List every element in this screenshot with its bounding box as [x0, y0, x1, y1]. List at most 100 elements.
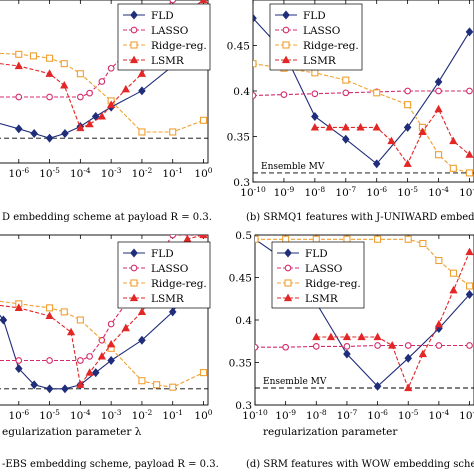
data-point: [61, 129, 69, 138]
legend-entry: FLD: [303, 10, 326, 22]
data-point: [404, 342, 412, 349]
data-point: [282, 235, 290, 243]
data-point: [107, 100, 116, 108]
x-tick-label: 100: [194, 166, 212, 180]
data-point: [199, 235, 208, 239]
x-tick-label: 10-5: [397, 185, 418, 199]
data-point: [465, 247, 474, 256]
data-point: [86, 353, 93, 360]
data-point: [311, 69, 319, 77]
data-point: [434, 77, 443, 87]
data-point: [465, 290, 474, 299]
data-point: [77, 357, 84, 364]
x-tick-label: 100: [194, 408, 212, 422]
data-point: [14, 303, 23, 311]
x-tick-label: 10-7: [335, 185, 356, 199]
legend-entry: LSMR: [305, 293, 339, 305]
legend-entry: Ridge-reg.: [151, 40, 207, 52]
legend-entry: LSMR: [151, 293, 185, 305]
data-point: [356, 122, 365, 131]
data-point: [372, 159, 381, 169]
data-point: [312, 343, 320, 350]
x-tick-label: 10-3: [459, 185, 474, 199]
x-tick-label: 10-6: [8, 408, 29, 422]
legend-swatch-marker: [281, 55, 291, 64]
legend-swatch-marker: [284, 264, 292, 272]
series-line: [253, 90, 470, 97]
chart-panel-c: -710-610-510-410-310-210-1100FLDLASSORid…: [0, 234, 219, 470]
chart-panel-d: 10-10 10-9 10-8 10-7 10-6 10-5 10-4 10-3 0.3 0.35…: [229, 230, 474, 470]
data-point: [85, 119, 94, 128]
series-line: [253, 63, 470, 174]
y-tick-label: 0.4: [235, 315, 252, 327]
data-point: [199, 369, 208, 377]
data-point: [46, 54, 54, 62]
series-lasso: [255, 342, 473, 351]
legend-entry: FLD: [151, 248, 174, 260]
data-point: [373, 332, 382, 341]
legend-entry: FLD: [151, 10, 174, 22]
x-tick-label: 10-10: [240, 185, 266, 199]
data-point: [121, 84, 130, 93]
legend-entry: LASSO: [303, 25, 341, 37]
data-point: [341, 134, 350, 144]
data-point: [403, 122, 412, 132]
series-lsmr: [310, 104, 474, 167]
y-tick-label: 0.4: [233, 86, 250, 98]
figure-caption: (d) SRM features with WOW embedding sche…: [246, 459, 474, 470]
figure-caption: (b) SRMQ1 features with J-UNIWARD embedd: [246, 212, 474, 223]
data-point: [46, 304, 54, 312]
data-point: [374, 235, 382, 243]
data-point: [343, 235, 351, 243]
legend-swatch-marker: [282, 26, 290, 34]
data-point: [341, 122, 350, 131]
x-tick-label: 10-9: [275, 408, 296, 422]
data-point: [121, 323, 130, 332]
data-point: [312, 332, 321, 341]
x-tick-label: 10-8: [306, 408, 327, 422]
data-point: [137, 69, 147, 77]
data-point: [77, 93, 84, 101]
data-point: [310, 122, 319, 131]
data-point: [373, 381, 382, 391]
data-point: [255, 343, 259, 351]
legend-entry: Ridge-reg.: [305, 278, 361, 290]
data-point: [76, 380, 85, 388]
data-point: [0, 315, 8, 325]
data-point: [138, 377, 146, 385]
data-point: [76, 123, 85, 132]
data-point: [387, 136, 396, 145]
data-point: [199, 0, 208, 4]
legend-entry: LASSO: [151, 25, 189, 37]
data-point: [280, 91, 288, 98]
legend-swatch-marker: [130, 279, 138, 287]
data-point: [465, 27, 474, 37]
data-point: [107, 320, 115, 328]
legend-swatch-marker: [283, 293, 293, 302]
x-tick-label: 10-5: [398, 408, 419, 422]
data-point: [66, 327, 76, 336]
legend-entry: LSMR: [151, 55, 185, 67]
data-point: [403, 159, 412, 167]
legend-entry: LSMR: [303, 55, 337, 67]
x-tick-label: 10-8: [305, 185, 326, 199]
data-point: [60, 60, 68, 68]
x-tick-label: 10-1: [162, 166, 183, 180]
legend-swatch-marker: [129, 55, 139, 64]
y-tick-label: 0.35: [227, 132, 250, 144]
ensemble-baseline-label: Ensemble MV: [263, 377, 327, 387]
data-point: [86, 89, 93, 97]
x-tick-label: 10-2: [132, 166, 153, 180]
data-point: [15, 93, 23, 101]
x-tick-label: 10-2: [132, 408, 153, 422]
chart-panel-b: 10-10 10-9 10-8 10-7 10-6 10-5 10-4 10-3 0.3 0.35…: [227, 0, 474, 223]
data-point: [449, 164, 457, 172]
x-tick-label: 10-5: [39, 166, 60, 180]
data-point: [60, 308, 68, 316]
data-point: [169, 383, 177, 391]
data-point: [45, 69, 54, 77]
data-point: [435, 151, 443, 159]
data-point: [253, 60, 257, 68]
x-tick-label: 10-6: [366, 185, 387, 199]
